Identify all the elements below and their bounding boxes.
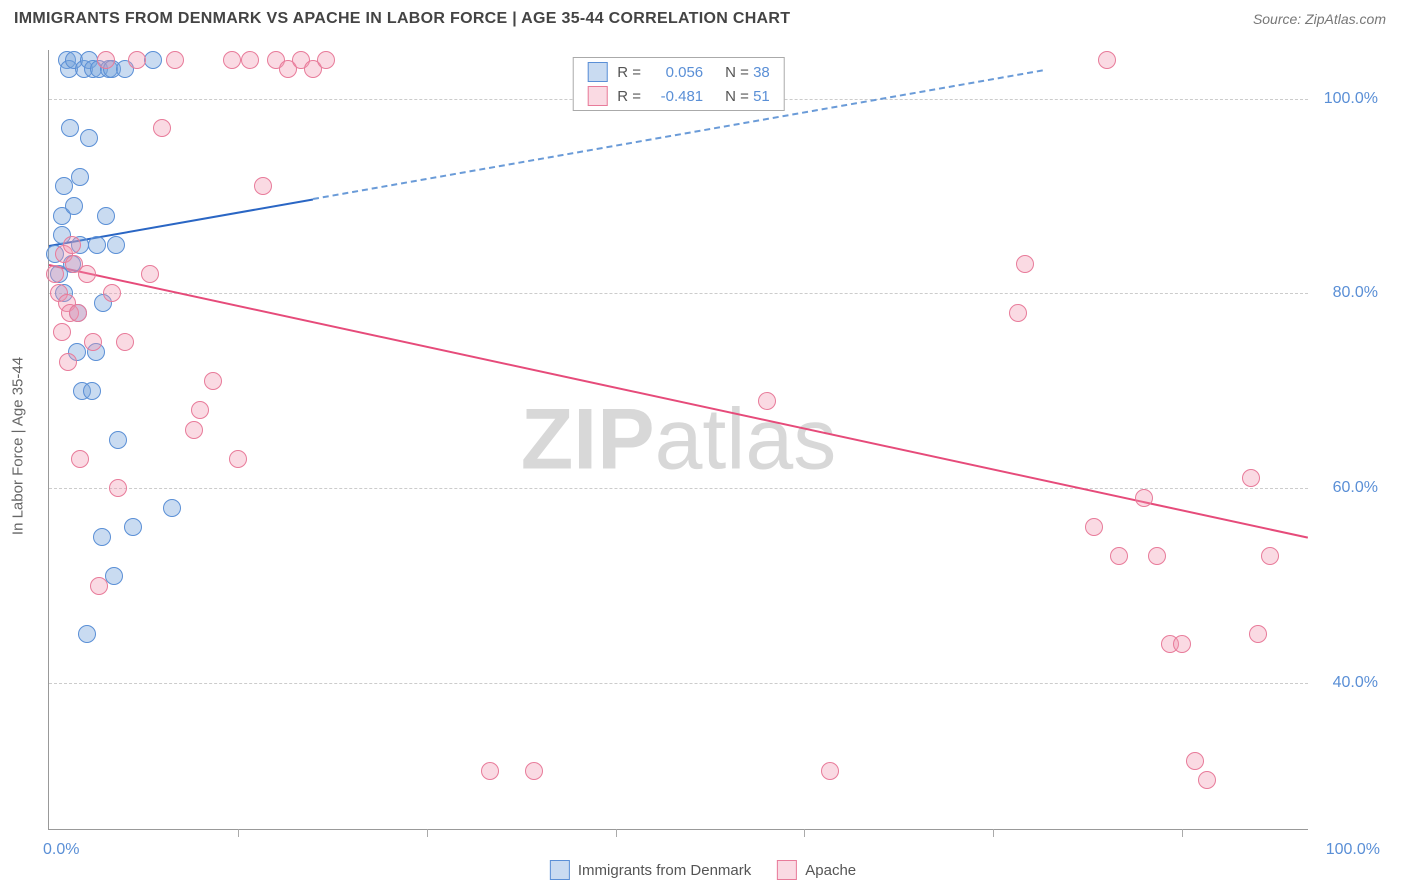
data-point [1173,635,1191,653]
data-point [1261,547,1279,565]
gridline-h [49,683,1308,684]
legend-r-label: R = 0.056 [617,64,703,81]
legend-item-denmark: Immigrants from Denmark [550,860,751,880]
data-point [71,450,89,468]
data-point [55,177,73,195]
watermark: ZIPatlas [521,390,836,489]
data-point [69,304,87,322]
data-point [166,51,184,69]
data-point [1110,547,1128,565]
data-point [241,51,259,69]
data-point [1186,752,1204,770]
legend-n-label: N = 38 [725,64,770,81]
data-point [1135,489,1153,507]
legend-stats-row: R = 0.056 N = 38 [573,60,784,84]
gridline-h [49,293,1308,294]
x-tick [993,829,994,837]
data-point [109,479,127,497]
data-point [821,762,839,780]
data-point [88,236,106,254]
legend-label-denmark: Immigrants from Denmark [578,862,751,879]
watermark-bold: ZIP [521,391,655,487]
data-point [1249,625,1267,643]
data-point [204,372,222,390]
data-point [116,333,134,351]
legend-swatch [587,86,607,106]
y-tick-label: 80.0% [1333,284,1378,302]
data-point [317,51,335,69]
chart-title: IMMIGRANTS FROM DENMARK VS APACHE IN LAB… [14,10,790,28]
chart-header: IMMIGRANTS FROM DENMARK VS APACHE IN LAB… [0,0,1406,36]
x-tick [238,829,239,837]
data-point [1016,255,1034,273]
x-tick-label-left: 0.0% [43,841,79,859]
y-axis-label: In Labor Force | Age 35-44 [10,357,27,535]
legend-swatch-denmark [550,860,570,880]
chart-source: Source: ZipAtlas.com [1253,11,1386,27]
legend-n-label: N = 51 [725,88,770,105]
data-point [53,323,71,341]
data-point [78,625,96,643]
data-point [103,284,121,302]
x-tick-label-right: 100.0% [1326,841,1380,859]
legend-r-label: R = -0.481 [617,88,703,105]
data-point [525,762,543,780]
data-point [1148,547,1166,565]
data-point [105,567,123,585]
data-point [97,207,115,225]
data-point [1085,518,1103,536]
data-point [1098,51,1116,69]
legend-swatch [587,62,607,82]
data-point [84,333,102,351]
data-point [229,450,247,468]
data-point [83,382,101,400]
data-point [65,197,83,215]
legend-stats-row: R = -0.481 N = 51 [573,84,784,108]
data-point [223,51,241,69]
data-point [128,51,146,69]
legend-bottom: Immigrants from Denmark Apache [550,860,856,880]
data-point [481,762,499,780]
data-point [63,236,81,254]
data-point [59,353,77,371]
y-tick-label: 40.0% [1333,674,1378,692]
data-point [124,518,142,536]
legend-swatch-apache [777,860,797,880]
data-point [758,392,776,410]
x-tick [616,829,617,837]
data-point [78,265,96,283]
data-point [71,168,89,186]
data-point [46,265,64,283]
y-tick-label: 60.0% [1333,479,1378,497]
data-point [141,265,159,283]
data-point [97,51,115,69]
data-point [61,119,79,137]
trend-line [49,264,1308,539]
data-point [191,401,209,419]
data-point [153,119,171,137]
data-point [107,236,125,254]
legend-item-apache: Apache [777,860,856,880]
data-point [93,528,111,546]
x-tick [1182,829,1183,837]
data-point [1242,469,1260,487]
x-tick [804,829,805,837]
legend-stats-box: R = 0.056 N = 38 R = -0.481 N = 51 [572,57,785,111]
gridline-h [49,488,1308,489]
watermark-light: atlas [655,391,837,487]
data-point [80,129,98,147]
data-point [1198,771,1216,789]
legend-label-apache: Apache [805,862,856,879]
data-point [254,177,272,195]
data-point [163,499,181,517]
y-tick-label: 100.0% [1324,90,1378,108]
data-point [1009,304,1027,322]
chart-plot-area: ZIPatlas 40.0%60.0%80.0%100.0%0.0%100.0%… [48,50,1308,830]
data-point [90,577,108,595]
data-point [185,421,203,439]
data-point [144,51,162,69]
x-tick [427,829,428,837]
data-point [109,431,127,449]
